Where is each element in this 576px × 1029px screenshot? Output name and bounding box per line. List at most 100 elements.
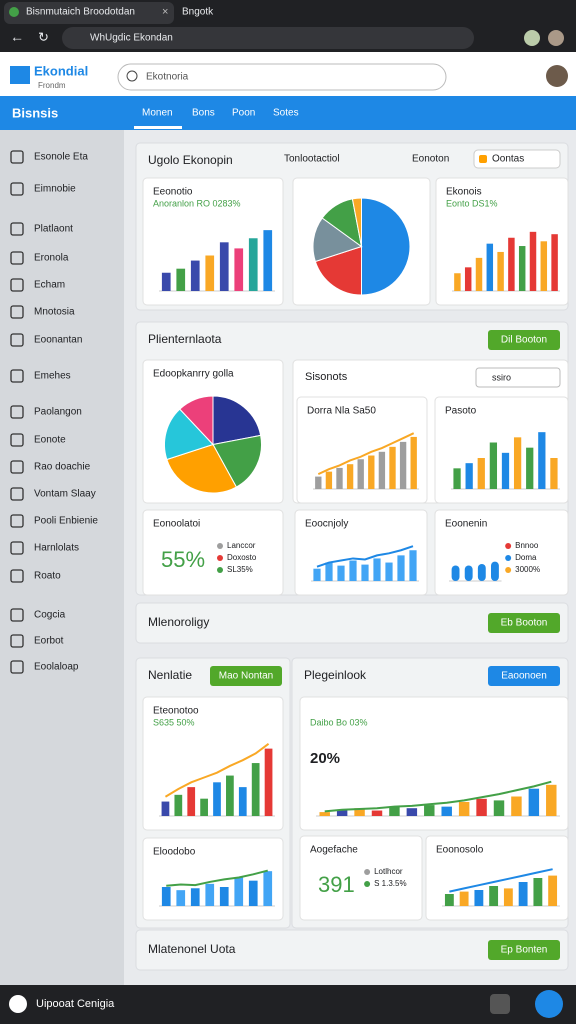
bar [489, 886, 499, 906]
button-label[interactable]: Eaoonoen [501, 671, 547, 682]
card-title: Eonoolatoi [153, 519, 200, 530]
bar [205, 883, 215, 906]
button-label[interactable]: Eb Booton [501, 618, 548, 629]
sidebar-icon [10, 333, 24, 347]
bar [441, 806, 452, 816]
filter-label[interactable]: Tonlootactiol [284, 154, 340, 165]
sidebar-icon [10, 608, 24, 622]
sidebar-icon [10, 634, 24, 648]
logo-subtitle: Frondm [38, 81, 66, 90]
panel-button[interactable] [488, 940, 560, 960]
nav-tab[interactable]: Bons [192, 108, 215, 119]
bar [190, 888, 200, 906]
address-bar[interactable] [62, 27, 474, 49]
profile-avatar[interactable] [524, 30, 540, 46]
filter-pill[interactable] [473, 149, 561, 169]
sidebar-item[interactable]: Esonole Eta [34, 152, 88, 163]
footer-text: Uipooat Cenigia [36, 998, 115, 1010]
pie-slice [351, 197, 362, 247]
bar [238, 787, 247, 816]
sidebar-item[interactable]: Cogcia [34, 610, 66, 621]
footer-button[interactable] [490, 994, 510, 1014]
panel-title: Mlatenonel Uota [148, 942, 236, 956]
pie-slice [361, 197, 411, 296]
trend-line [317, 432, 415, 476]
bar [409, 550, 417, 581]
sidebar-item[interactable]: Eorbot [34, 636, 64, 647]
legend-label: 3000% [515, 565, 540, 574]
panel-button[interactable] [488, 666, 560, 686]
card [299, 835, 423, 921]
legend-dot [505, 543, 512, 549]
sidebar-item[interactable]: Rao doachie [34, 462, 91, 473]
nav-tab[interactable]: Poon [232, 108, 255, 119]
card-search[interactable] [475, 367, 561, 388]
sidebar-item[interactable]: Pooli Enbienie [34, 516, 98, 527]
sidebar-item[interactable]: Paolangon [34, 407, 82, 418]
reload-button[interactable]: ↻ [38, 29, 49, 44]
pie-slice [212, 395, 262, 446]
sidebar-item[interactable]: Eronola [34, 253, 69, 264]
sidebar-icon [10, 660, 24, 674]
panel-button[interactable] [488, 330, 560, 350]
nav-tab[interactable]: Monen [142, 108, 173, 119]
bar [226, 775, 234, 816]
bar [219, 242, 229, 291]
filter-label[interactable]: Eonoton [412, 154, 449, 165]
user-avatar[interactable] [546, 65, 568, 87]
sidebar-item[interactable]: Platlaont [34, 224, 73, 235]
button-label[interactable]: Ep Bonten [501, 945, 548, 956]
sidebar-item[interactable]: Eonote [34, 435, 66, 446]
pie-slice [166, 443, 238, 494]
sidebar-item[interactable]: Vontam Slaay [34, 489, 96, 500]
bar [357, 459, 364, 489]
bar [511, 796, 522, 816]
trend-line [316, 545, 414, 568]
tab-title: Bisnmutaich Broodotdan [26, 7, 135, 18]
trend-line [449, 868, 553, 893]
bar [176, 890, 186, 906]
sidebar-item[interactable]: Mnotosia [34, 307, 75, 318]
bar [161, 801, 170, 816]
bar [508, 237, 515, 291]
sidebar-icon [10, 222, 24, 236]
trend-line [166, 869, 269, 887]
sidebar-item[interactable]: Eoolaloap [34, 662, 79, 673]
bar [248, 238, 258, 291]
tab-title[interactable]: Bngotk [182, 7, 214, 18]
tab-close[interactable]: × [162, 6, 168, 18]
sidebar-icon [10, 541, 24, 555]
profile-avatar[interactable] [548, 30, 564, 46]
bar [538, 432, 546, 489]
sidebar-item[interactable]: Harnlolats [34, 543, 79, 554]
back-button[interactable]: ← [10, 29, 24, 45]
bar [234, 877, 244, 906]
legend-dot [505, 555, 512, 561]
bar [264, 748, 273, 816]
help-button[interactable] [535, 990, 563, 1018]
legend-label: SL35% [227, 565, 253, 574]
browser-tab[interactable] [4, 2, 174, 24]
button-label[interactable]: Mao Nontan [219, 671, 273, 682]
card-title: Eoocnjoly [305, 519, 348, 530]
sidebar-item[interactable]: Eoonantan [34, 335, 82, 346]
filter-label[interactable]: Oontas [492, 154, 524, 165]
sidebar-item[interactable]: Echam [34, 280, 65, 291]
nav-tab[interactable]: Sotes [273, 108, 299, 119]
bar [248, 880, 258, 906]
button-label[interactable]: Dil Booton [501, 335, 547, 346]
sidebar-item[interactable]: Roato [34, 571, 61, 582]
bar [410, 436, 417, 489]
sidebar-item[interactable]: Emehes [34, 371, 71, 382]
pie-slice [164, 408, 214, 461]
search-box[interactable] [117, 63, 447, 91]
legend-dot [217, 543, 223, 549]
url: WhUgdic Ekondan [90, 33, 173, 44]
sidebar-item[interactable]: Eimnobie [34, 184, 76, 195]
panel-button[interactable] [488, 613, 560, 633]
bar [219, 887, 229, 906]
bar [161, 272, 171, 291]
legend-dot [364, 881, 371, 887]
panel-button[interactable] [210, 666, 282, 686]
card-subtitle: Daibo Bo 03% [310, 717, 368, 727]
